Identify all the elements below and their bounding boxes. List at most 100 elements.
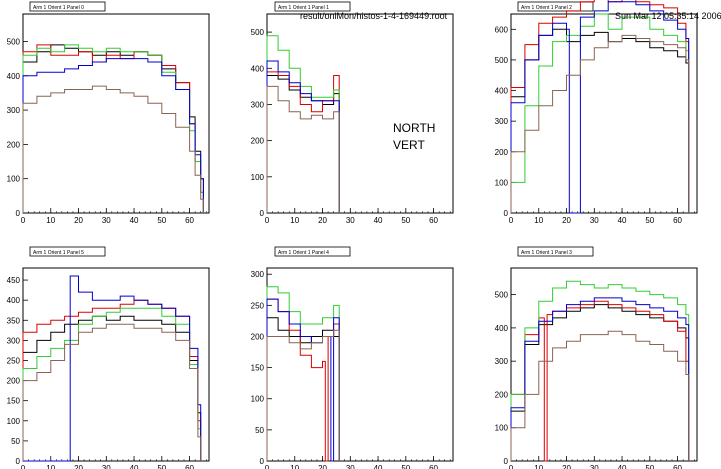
timestamp-label: Sun Mar 12 05:35:14 2006: [615, 11, 721, 21]
panel-title: Arm 1 Orient 1 Panel 1: [278, 5, 329, 11]
histogram-panel-4: Arm 1 Orient 1 Panel 4 0 10 20 30 40 50 60 0 50 10…: [251, 246, 454, 469]
x-tick-label: 50: [401, 464, 410, 469]
panel-frame: [22, 13, 210, 214]
panel-title: Arm 1 Orient 1 Panel 3: [521, 250, 572, 256]
series-blue: [510, 297, 690, 461]
panel-title-box: [517, 246, 594, 257]
x-tick-label: 0: [21, 464, 26, 469]
x-tick-label: 50: [645, 464, 654, 469]
y-tick-label: 400: [495, 324, 509, 333]
x-tick-label: 0: [509, 464, 514, 469]
x-tick-label: 60: [673, 216, 682, 225]
x-tick-label: 60: [185, 464, 194, 469]
histogram-panel-3: Arm 1 Orient 1 Panel 5 0 10 20 30 40 50 60 0 50 10…: [7, 246, 210, 469]
y-tick-label: 250: [7, 356, 21, 365]
x-tick-label: 20: [74, 464, 83, 469]
x-tick-label: 30: [346, 464, 355, 469]
histogram-panel-1: Arm 1 Orient 1 Panel 1 0 10 20 30 40 50 60 0 100 2…: [251, 1, 454, 225]
y-tick-label: 300: [7, 106, 21, 115]
y-tick-label: 300: [7, 336, 21, 345]
y-tick-label: 0: [260, 457, 265, 466]
panel-title-box: [29, 1, 106, 12]
x-tick-label: 30: [346, 216, 355, 225]
y-tick-label: 100: [7, 175, 21, 184]
series-green: [510, 13, 690, 213]
series-red: [510, 0, 690, 213]
histogram-panel-5: Arm 1 Orient 1 Panel 3 0 10 20 30 40 50 60 0 100 2…: [495, 246, 698, 469]
annotation-vert: VERT: [393, 138, 425, 152]
y-tick-label: 100: [251, 173, 265, 182]
x-tick-label: 50: [157, 464, 166, 469]
panel-frame: [266, 13, 454, 214]
y-tick-label: 450: [7, 276, 21, 285]
y-tick-label: 300: [251, 270, 265, 279]
y-tick-label: 0: [504, 457, 509, 466]
series-brown: [266, 329, 340, 461]
panel-title-box: [29, 246, 106, 257]
panel-title-box: [274, 246, 351, 257]
y-tick-label: 0: [504, 209, 509, 218]
panel-title: Arm 1 Orient 1 Panel 0: [33, 5, 84, 11]
x-tick-label: 40: [374, 464, 383, 469]
x-tick-label: 50: [401, 216, 410, 225]
x-tick-label: 40: [618, 216, 627, 225]
y-tick-label: 150: [251, 364, 265, 373]
y-tick-label: 200: [7, 140, 21, 149]
x-tick-label: 60: [429, 464, 438, 469]
series-brown: [22, 323, 202, 461]
y-tick-label: 250: [251, 301, 265, 310]
panel-title: Arm 1 Orient 1 Panel 2: [521, 5, 572, 11]
y-tick-label: 400: [7, 296, 21, 305]
panel-title-box: [517, 1, 594, 12]
series-brown: [510, 330, 690, 461]
series-blue: [23, 275, 202, 462]
y-tick-label: 50: [255, 426, 264, 435]
y-tick-label: 500: [495, 56, 509, 65]
annotation-north: NORTH: [393, 121, 436, 135]
panel-title: Arm 1 Orient 1 Panel 4: [278, 250, 329, 256]
series-brown: [22, 85, 204, 213]
panel-frame: [510, 267, 698, 462]
y-tick-label: 500: [251, 28, 265, 37]
y-tick-label: 100: [7, 417, 21, 426]
series-black: [22, 44, 204, 213]
file-path-label: result/onlMon/histos-1-4-169449.root: [300, 11, 448, 21]
histogram-panel-2: Arm 1 Orient 1 Panel 20 10 20 30 40 50 6001002…: [495, 0, 698, 225]
x-tick-label: 60: [185, 216, 194, 225]
y-tick-label: 200: [251, 137, 265, 146]
x-tick-label: 10: [46, 216, 55, 225]
y-tick-label: 0: [16, 457, 21, 466]
x-tick-label: 30: [102, 216, 111, 225]
y-tick-label: 400: [495, 87, 509, 96]
x-tick-label: 50: [645, 216, 654, 225]
y-tick-label: 100: [495, 178, 509, 187]
x-tick-label: 20: [74, 216, 83, 225]
x-tick-label: 20: [562, 464, 571, 469]
x-tick-label: 60: [429, 216, 438, 225]
series-black: [510, 28, 690, 213]
y-tick-label: 200: [7, 377, 21, 386]
y-tick-label: 200: [251, 332, 265, 341]
histogram-panel-0: Arm 1 Orient 1 Panel 0 0 10 20 30 40 50 60 0 100 2…: [7, 1, 210, 225]
y-tick-label: 300: [251, 100, 265, 109]
x-tick-label: 30: [590, 216, 599, 225]
y-tick-label: 100: [495, 424, 509, 433]
y-tick-label: 600: [495, 25, 509, 34]
y-tick-label: 150: [7, 397, 21, 406]
series-green: [22, 307, 202, 461]
series-brown: [510, 34, 690, 213]
series-red: [266, 71, 340, 213]
panel-frame: [266, 267, 454, 462]
series-green: [22, 44, 204, 213]
series-blue: [266, 298, 340, 462]
x-tick-label: 10: [534, 216, 543, 225]
y-tick-label: 200: [495, 390, 509, 399]
y-tick-label: 300: [495, 117, 509, 126]
series-brown: [266, 85, 340, 213]
x-tick-label: 60: [673, 464, 682, 469]
series-blue: [510, 1, 690, 214]
series-green: [510, 280, 690, 461]
y-tick-label: 500: [7, 37, 21, 46]
x-tick-label: 0: [21, 216, 26, 225]
